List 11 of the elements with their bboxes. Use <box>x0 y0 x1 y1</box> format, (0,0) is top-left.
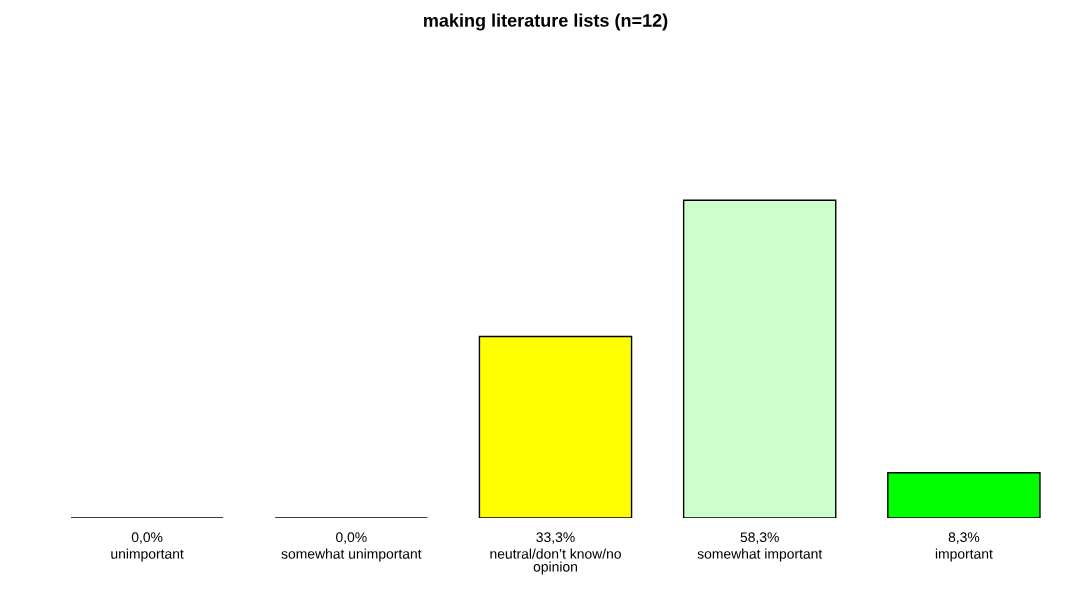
data-label: 33,3% <box>536 532 575 544</box>
x-tick-label: somewhat important <box>697 548 823 562</box>
x-tick-label: neutral/don’t know/no opinion <box>490 548 621 575</box>
chart-title: making literature lists (n=12) <box>424 13 668 31</box>
x-tick-label: unimportant <box>111 548 184 562</box>
data-label: 0,0% <box>336 532 367 544</box>
data-label: 0,0% <box>131 532 163 544</box>
data-label: 58,3% <box>740 532 779 544</box>
x-tick-label: somewhat unimportant <box>281 548 422 562</box>
data-label: 8,3% <box>948 532 980 544</box>
x-tick-label: important <box>935 548 993 562</box>
